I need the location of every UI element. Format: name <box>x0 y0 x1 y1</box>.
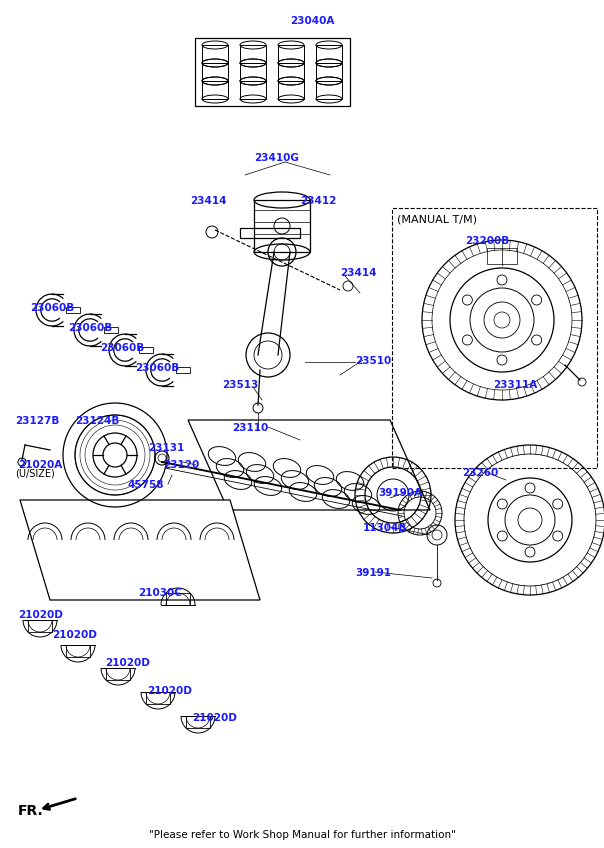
Bar <box>106 668 130 680</box>
Bar <box>28 620 52 632</box>
Text: 23410G: 23410G <box>254 153 299 163</box>
Bar <box>166 593 190 605</box>
Text: 23040A: 23040A <box>290 16 335 26</box>
Text: 23060B: 23060B <box>100 343 144 353</box>
Bar <box>240 45 266 63</box>
Bar <box>146 692 170 704</box>
Text: 23127B: 23127B <box>15 416 59 426</box>
Bar <box>278 45 304 63</box>
Text: 21020D: 21020D <box>18 610 63 620</box>
Bar <box>240 63 266 81</box>
Bar <box>278 81 304 99</box>
Polygon shape <box>188 420 430 510</box>
Text: 23414: 23414 <box>340 268 376 278</box>
Text: 23260: 23260 <box>462 468 498 478</box>
Bar <box>316 81 342 99</box>
Bar <box>202 81 228 99</box>
Text: 45758: 45758 <box>128 480 164 490</box>
Text: "Please refer to Work Shop Manual for further information": "Please refer to Work Shop Manual for fu… <box>149 830 455 840</box>
Text: 11304B: 11304B <box>363 523 407 533</box>
Text: 21020A: 21020A <box>18 460 62 470</box>
Text: 39191: 39191 <box>355 568 391 578</box>
Text: 23120: 23120 <box>163 460 199 470</box>
Text: 23124B: 23124B <box>75 416 120 426</box>
Bar <box>66 645 90 657</box>
Bar <box>254 200 310 252</box>
Text: 21020D: 21020D <box>192 713 237 723</box>
Bar <box>139 347 153 353</box>
Text: 23060B: 23060B <box>68 323 112 333</box>
Text: 23412: 23412 <box>300 196 336 206</box>
Text: (MANUAL T/M): (MANUAL T/M) <box>397 215 477 225</box>
Bar <box>66 307 80 313</box>
Bar <box>278 63 304 81</box>
Text: 21020D: 21020D <box>105 658 150 668</box>
Bar <box>392 208 597 468</box>
Text: 23110: 23110 <box>232 423 268 433</box>
Text: FR.: FR. <box>18 804 43 818</box>
Bar <box>104 327 118 333</box>
Bar <box>240 228 300 238</box>
Text: 39190A: 39190A <box>378 488 422 498</box>
Bar <box>186 716 210 728</box>
Text: 23510: 23510 <box>355 356 391 366</box>
Bar <box>316 63 342 81</box>
Bar <box>195 38 350 106</box>
Bar <box>202 45 228 63</box>
Bar <box>240 81 266 99</box>
Text: 21020D: 21020D <box>147 686 192 696</box>
Bar <box>487 248 517 264</box>
Polygon shape <box>20 500 260 600</box>
Text: 21020D: 21020D <box>52 630 97 640</box>
Bar <box>176 367 190 373</box>
Text: (U/SIZE): (U/SIZE) <box>15 468 55 478</box>
Text: 23060B: 23060B <box>135 363 179 373</box>
Text: 23200B: 23200B <box>465 236 509 246</box>
Text: 23060B: 23060B <box>30 303 74 313</box>
Text: 23513: 23513 <box>222 380 259 390</box>
Text: 23414: 23414 <box>190 196 226 206</box>
Bar <box>202 63 228 81</box>
Text: 21030C: 21030C <box>138 588 182 598</box>
Bar <box>316 45 342 63</box>
Text: 23311A: 23311A <box>493 380 537 390</box>
Text: 23131: 23131 <box>148 443 184 453</box>
